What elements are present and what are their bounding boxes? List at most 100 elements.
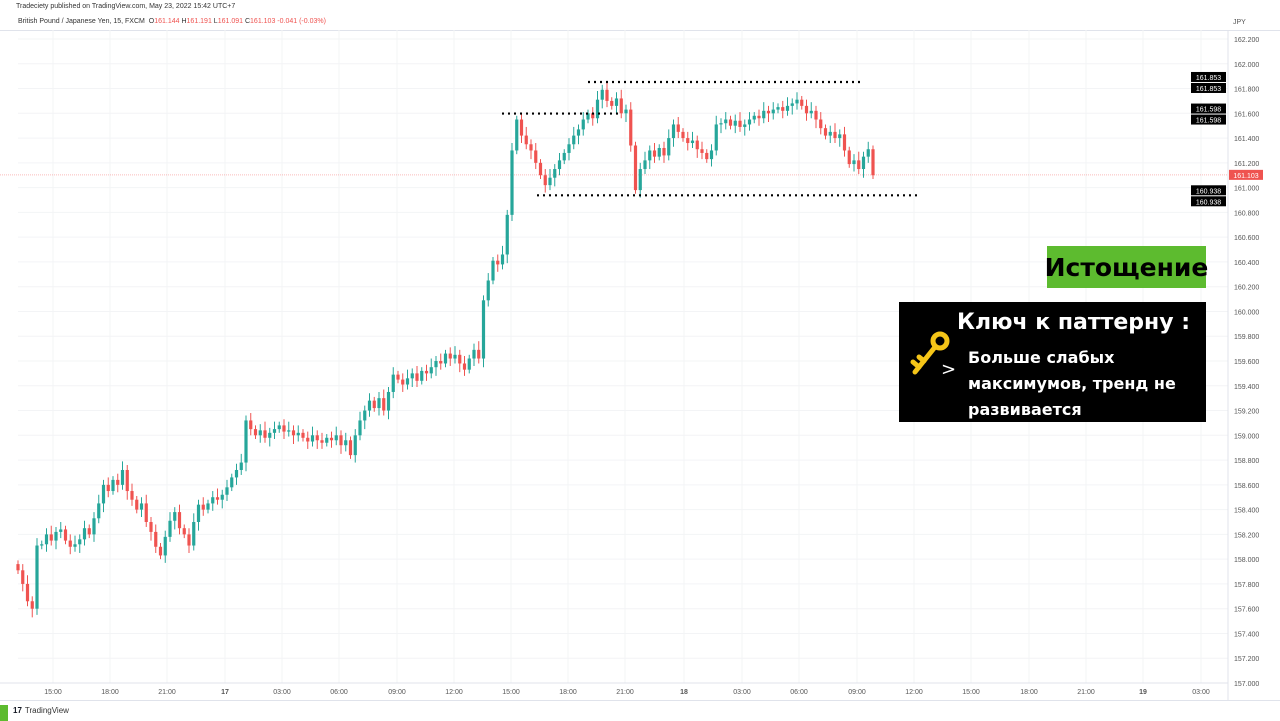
- candle-body: [249, 420, 253, 430]
- y-tick-label: 157.200: [1234, 656, 1259, 663]
- top-border: [0, 30, 1280, 31]
- candle-body: [272, 429, 277, 433]
- candle-body: [724, 119, 728, 124]
- candle: [310, 426, 315, 447]
- candle-body: [130, 491, 134, 500]
- candle: [477, 341, 481, 364]
- candle-body: [268, 432, 272, 438]
- y-tick-label: 160.000: [1234, 309, 1259, 316]
- candle-body: [766, 110, 771, 114]
- candle: [106, 477, 110, 498]
- stage-label-box: Истощение: [1044, 246, 1209, 288]
- y-tick-label: 157.400: [1234, 631, 1259, 638]
- candle: [182, 524, 186, 539]
- candle-body: [576, 129, 581, 136]
- candle: [557, 152, 562, 176]
- candle: [510, 143, 514, 222]
- candle-body: [733, 120, 737, 126]
- candle-body: [481, 300, 486, 359]
- candle-body: [201, 504, 205, 510]
- candle: [619, 89, 623, 119]
- candle: [667, 129, 671, 161]
- x-tick-label: 12:00: [905, 689, 923, 696]
- candle-body: [101, 484, 106, 504]
- candle-body: [595, 99, 600, 119]
- candle: [120, 461, 125, 490]
- candle-body: [16, 564, 20, 571]
- stage-label: Истощение: [1044, 252, 1209, 282]
- candle-body: [234, 469, 239, 478]
- candle: [871, 145, 875, 179]
- candle: [747, 112, 752, 131]
- candle: [757, 109, 761, 126]
- candle: [73, 535, 77, 552]
- x-tick-label: 15:00: [44, 689, 62, 696]
- candle: [576, 124, 581, 145]
- candle: [87, 524, 91, 539]
- candle: [315, 430, 319, 449]
- candle-body: [306, 437, 310, 442]
- candle-body: [785, 105, 790, 111]
- candle: [553, 164, 557, 187]
- candle-body: [842, 134, 847, 151]
- candle-body: [638, 169, 642, 191]
- candle-body: [206, 503, 210, 510]
- candle-body: [757, 115, 761, 119]
- candle-body: [263, 430, 267, 438]
- candle-body: [25, 583, 30, 602]
- candle-body: [486, 280, 490, 301]
- candle: [671, 119, 676, 147]
- candle: [35, 538, 39, 615]
- published-caption: Tradeciety published on TradingView.com,…: [16, 3, 236, 10]
- candle: [21, 564, 25, 592]
- candle: [548, 169, 552, 191]
- currency-label: JPY: [1233, 19, 1246, 26]
- y-tick-label: 161.800: [1234, 87, 1259, 94]
- candle-body: [315, 435, 319, 441]
- candle-body: [230, 477, 234, 488]
- candle-body: [396, 374, 400, 380]
- candle: [306, 431, 310, 449]
- candle: [538, 159, 543, 179]
- candle-body: [543, 175, 547, 186]
- x-tick-label: 12:00: [445, 689, 463, 696]
- candle-body: [572, 135, 576, 145]
- candle-body: [610, 100, 614, 106]
- x-tick-label: 19: [1139, 689, 1147, 696]
- candle: [234, 463, 239, 485]
- candle: [158, 543, 163, 560]
- candle: [543, 169, 547, 193]
- candle-body: [548, 177, 552, 186]
- candle-body: [681, 131, 685, 139]
- candle: [486, 273, 490, 307]
- candle-body: [828, 131, 832, 136]
- candle: [344, 432, 348, 452]
- candle-body: [814, 110, 818, 120]
- candle: [111, 476, 115, 495]
- candle-body: [448, 353, 452, 359]
- tradingview-logo[interactable]: 17 TradingView: [13, 706, 69, 715]
- candle-body: [68, 540, 72, 547]
- candle: [776, 103, 780, 114]
- candle-body: [310, 435, 315, 442]
- candle-body: [54, 531, 58, 541]
- high-label: H: [181, 18, 187, 25]
- candle: [652, 143, 657, 163]
- candle: [287, 421, 291, 437]
- candle-body: [353, 435, 357, 456]
- y-tick-label: 158.400: [1234, 508, 1259, 515]
- low-value: 161.091: [217, 18, 244, 25]
- candle-body: [747, 119, 752, 125]
- candle-body: [586, 113, 590, 120]
- candle: [40, 540, 44, 550]
- candle: [562, 149, 566, 165]
- candle-body: [557, 160, 562, 170]
- candle: [866, 141, 870, 163]
- candle: [16, 560, 20, 575]
- candle-body: [97, 503, 101, 519]
- candle-body: [144, 503, 148, 522]
- candle-body: [562, 152, 566, 161]
- candle-body: [163, 536, 167, 556]
- y-tick-label: 157.600: [1234, 607, 1259, 614]
